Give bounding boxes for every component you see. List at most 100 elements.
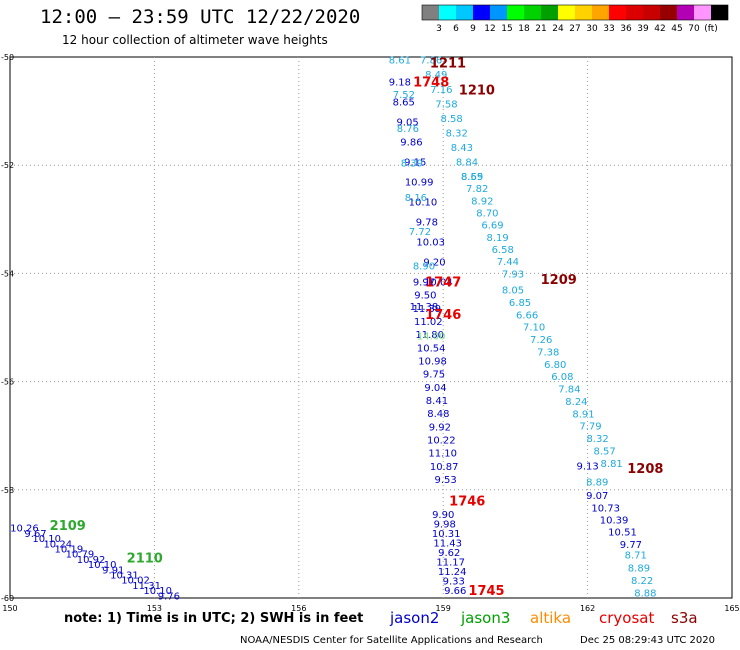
wave-height-value: 11.38	[410, 302, 439, 313]
wave-height-value: 9.78	[416, 217, 438, 228]
wave-height-value: 8.57	[593, 446, 615, 457]
wave-height-value: 6.80	[544, 360, 566, 371]
wave-height-value: 8.19	[487, 233, 509, 244]
x-tick-label: 165	[724, 604, 739, 613]
wave-height-value: 8.49	[425, 70, 447, 81]
wave-height-value: 7.10	[523, 323, 545, 334]
wave-height-value: 11.31	[132, 581, 161, 592]
wave-height-value: 10.87	[430, 462, 459, 473]
color-swatch	[490, 5, 507, 20]
wave-height-value: 10.99	[405, 177, 434, 188]
pass-time-label: 1748	[413, 75, 449, 90]
color-swatch	[456, 5, 473, 20]
y-tick-label: -52	[1, 161, 14, 170]
wave-height-value: 7.38	[537, 347, 559, 358]
wave-height-value: 11.80	[415, 330, 444, 341]
y-tick-label: -58	[1, 486, 14, 495]
wave-height-value: 8.22	[631, 576, 653, 587]
wave-height-value: 11.17	[436, 557, 465, 568]
wave-height-value: 8.43	[451, 143, 473, 154]
color-scale-label: 45	[671, 24, 682, 34]
color-scale-label: 27	[569, 24, 580, 34]
wave-height-value: 8.32	[586, 434, 608, 445]
color-swatch	[694, 5, 711, 20]
wave-height-value: 8.70	[476, 209, 498, 220]
color-swatch	[422, 5, 439, 20]
color-scale-label: 12	[484, 24, 495, 34]
wave-height-value: 8.16	[405, 193, 427, 204]
wave-height-value: 9.15	[404, 157, 426, 168]
color-scale-label: 33	[603, 24, 614, 34]
color-scale-label: 18	[518, 24, 530, 34]
pass-time-label: 1211	[430, 56, 466, 71]
pass-time-label: 1745	[468, 584, 504, 599]
wave-height-value: 8.48	[427, 409, 449, 420]
wave-height-value: 8.61	[389, 56, 411, 67]
wave-height-value: 7.44	[497, 257, 519, 268]
color-scale-label: 15	[501, 24, 512, 34]
color-scale-label: 42	[654, 24, 665, 34]
wave-height-value: 7.26	[530, 335, 552, 346]
wave-height-value: 9.76	[158, 591, 180, 602]
wave-height-value: 10.10	[32, 534, 61, 545]
y-tick-label: -60	[1, 594, 14, 603]
wave-height-value: 8.90	[413, 261, 435, 272]
wave-height-value: 14.00	[417, 332, 446, 343]
map-frame: 150 153 156 159 162 165 -50 -52 -54 -56 -58 -60	[1, 53, 740, 613]
wave-height-value: 8.71	[625, 551, 647, 562]
wave-height-value: 9.20	[423, 257, 445, 268]
satellite-jason2: jason2	[390, 609, 440, 627]
wave-height-value: 11.10	[428, 449, 457, 460]
color-scale-legend: 3 6 9 12 15 18 21 24 27 30 33 36 39 42 45 70 (ft)	[421, 4, 729, 34]
color-swatch	[626, 5, 643, 20]
x-tick-label: 156	[291, 604, 306, 613]
y-tick-label: -54	[1, 269, 14, 278]
color-scale-label: 24	[552, 24, 564, 34]
color-swatch	[473, 5, 490, 20]
color-swatch	[660, 5, 677, 20]
color-swatch	[575, 5, 592, 20]
wave-height-value: 9.50	[414, 291, 436, 302]
wave-height-value: 8.55	[461, 172, 483, 183]
pass-time-label: 2109	[50, 519, 86, 534]
wave-height-value: 9.07	[586, 491, 608, 502]
wave-height-value: 10.54	[417, 343, 446, 354]
color-scale-label: 3	[436, 24, 442, 34]
pass-time-label: 1746	[425, 308, 461, 323]
pass-time-label: 1746	[449, 495, 485, 510]
color-scale-label: 9	[470, 24, 476, 34]
wave-height-value: 9.77	[620, 540, 642, 551]
page-title: 12:00 – 23:59 UTC 12/22/2020	[40, 6, 361, 28]
wave-height-value: 9.91	[102, 565, 124, 576]
pass-time-label: 2110	[127, 551, 163, 566]
credit-text: NOAA/NESDIS Center for Satellite Applica…	[240, 635, 543, 646]
wave-height-value: 9.97	[413, 278, 435, 289]
wave-height-value: 10.10	[88, 560, 117, 571]
wave-height-value: 8.84	[456, 157, 478, 168]
wave-height-value: 10.31	[432, 529, 461, 540]
wave-height-value: 9.98	[434, 520, 456, 531]
wave-height-value: 10.39	[600, 516, 629, 527]
color-swatch	[507, 5, 524, 20]
wave-height-value: 9.67	[24, 529, 46, 540]
wave-height-value: 8.65	[393, 97, 415, 108]
wave-height-value: 9.90	[432, 510, 454, 521]
satellite-altika: altika	[530, 609, 572, 627]
wave-height-value: 11.39	[413, 304, 442, 315]
satellite-s3a: s3a	[671, 609, 698, 627]
pass-time-label: 1210	[459, 83, 495, 98]
color-swatch	[439, 5, 456, 20]
color-scale-label: 70	[688, 24, 700, 34]
wave-height-value: 9.33	[443, 576, 465, 587]
wave-height-value: 9.13	[576, 461, 598, 472]
wave-height-value: 7.86	[420, 56, 442, 67]
color-scale-label: 39	[637, 24, 649, 34]
wave-height-value: 7.79	[579, 422, 601, 433]
wave-height-value: 8.92	[471, 196, 493, 207]
color-swatch	[609, 5, 626, 20]
wave-height-value: 10.10	[143, 586, 172, 597]
wave-height-value: 9.05	[396, 117, 418, 128]
footer-note: note: 1) Time is in UTC; 2) SWH is in fe…	[64, 611, 364, 626]
wave-height-value: 6.08	[551, 372, 573, 383]
page-subtitle: 12 hour collection of altimeter wave hei…	[62, 33, 328, 47]
